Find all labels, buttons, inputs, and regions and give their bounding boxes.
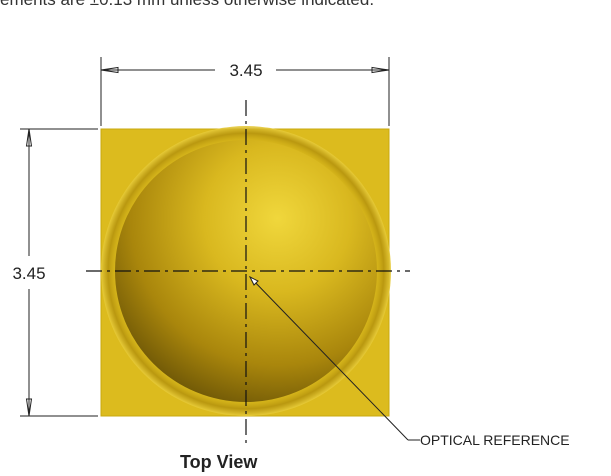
width-dimension: [100, 57, 390, 126]
height-dimension: [20, 128, 98, 417]
optical-reference-label: OPTICAL REFERENCE: [420, 432, 570, 448]
tolerance-note: ements are ±0.13 mm unless otherwise ind…: [0, 0, 374, 10]
optical-reference-leader: [248, 275, 420, 441]
width-dimension-label: 3.45: [229, 61, 262, 80]
view-caption: Top View: [180, 452, 258, 472]
height-dimension-label: 3.45: [12, 264, 45, 283]
center-lines: [86, 100, 410, 444]
